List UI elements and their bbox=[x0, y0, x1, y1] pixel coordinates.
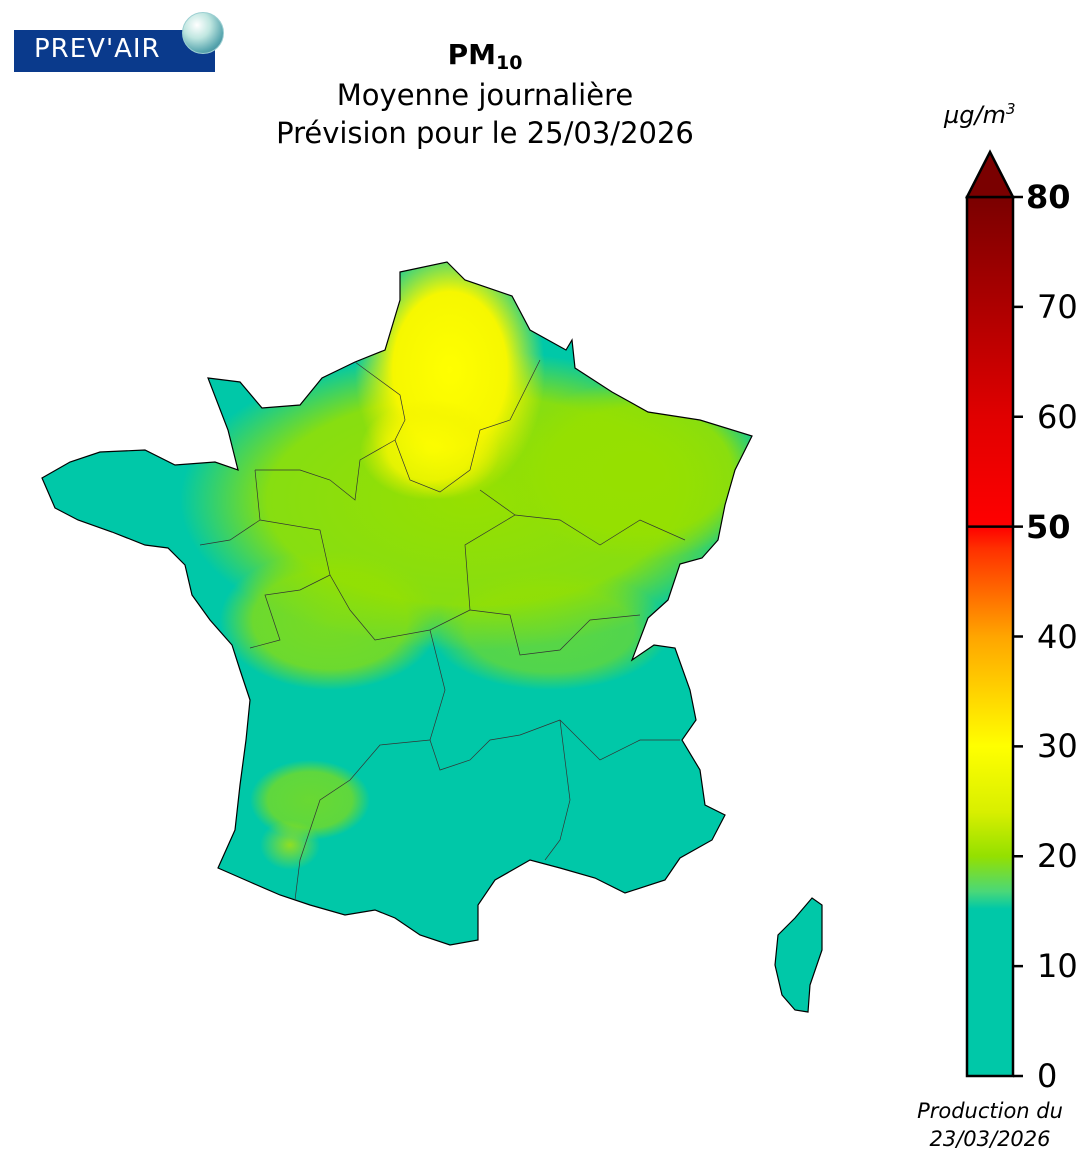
tick-label: 80 bbox=[1026, 178, 1071, 216]
map-subtitle: Moyenne journalière bbox=[336, 78, 634, 112]
pollutant-name: PM bbox=[447, 38, 496, 71]
tick-label: 40 bbox=[1037, 617, 1078, 656]
logo-bar bbox=[14, 30, 215, 72]
tick-label: 30 bbox=[1037, 727, 1078, 766]
prevair-logo: PREV'AIR bbox=[14, 12, 224, 74]
tick-label: 0 bbox=[1037, 1057, 1058, 1095]
colorbar-tick-marks bbox=[1013, 195, 1023, 1078]
tick-label: 50 bbox=[1026, 507, 1071, 546]
tick-label: 60 bbox=[1037, 397, 1078, 436]
globe-icon bbox=[182, 12, 224, 54]
tick-label: 70 bbox=[1037, 287, 1078, 326]
tick-label: 20 bbox=[1037, 837, 1078, 876]
tick-label: 10 bbox=[1037, 947, 1078, 986]
unit-superscript: 3 bbox=[1005, 100, 1016, 118]
region-borders bbox=[199, 359, 686, 901]
forecast-date: Prévision pour le 25/03/2026 bbox=[276, 116, 694, 150]
unit-text: µg/m bbox=[944, 101, 1006, 129]
production-label: Production du bbox=[917, 1099, 1063, 1123]
colorbar-extend-arrow bbox=[964, 149, 1016, 199]
unit-label: µg/m3 bbox=[944, 100, 1016, 129]
logo-text: PREV'AIR bbox=[34, 34, 161, 64]
map-title: PM10 bbox=[200, 38, 770, 74]
pollutant-subscript: 10 bbox=[495, 52, 523, 74]
corsica bbox=[774, 897, 823, 1013]
colorbar-gradient bbox=[965, 195, 1015, 1078]
production-date: 23/03/2026 bbox=[929, 1127, 1051, 1151]
